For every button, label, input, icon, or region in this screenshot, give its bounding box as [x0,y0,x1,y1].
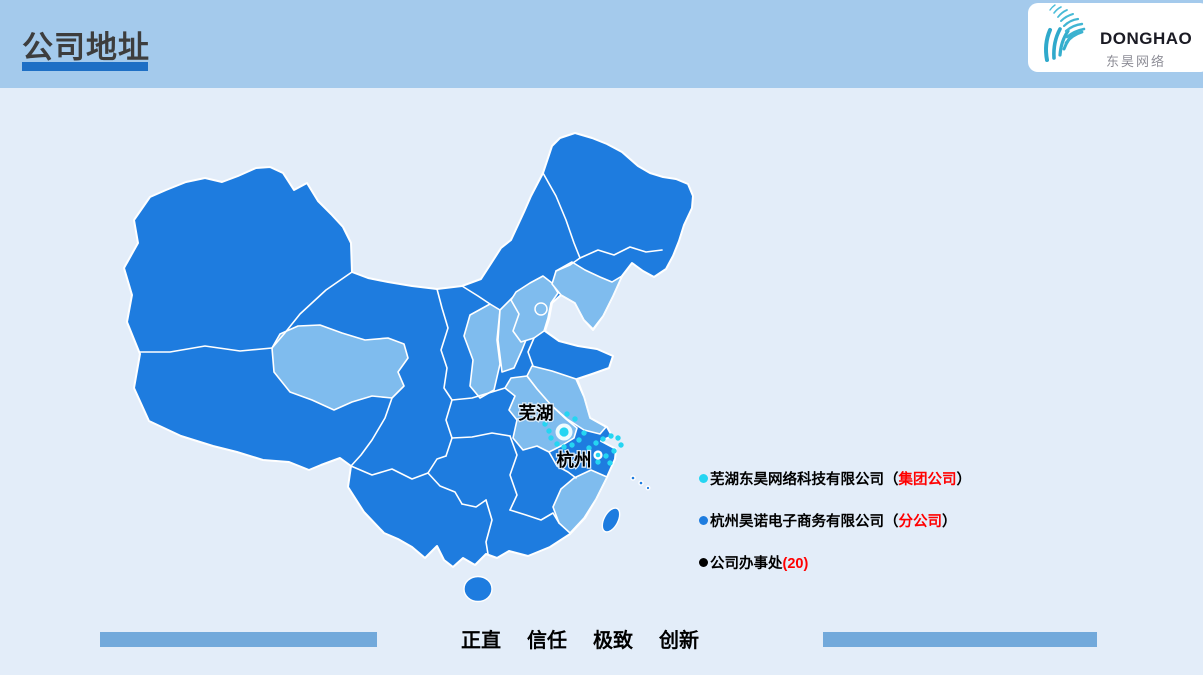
small-island [630,475,636,481]
office-dot [576,437,582,443]
office-dot [615,435,621,441]
logo-name: DONGHAO [1100,29,1193,48]
office-dot [618,442,624,448]
province-layer [133,172,663,555]
header-bar: 公司地址 DONGHAO 东昊网络 [0,0,1203,88]
office-dot [593,440,599,446]
legend-bullet-cyan [699,474,708,483]
office-dot [569,442,575,448]
office-dot [600,436,606,442]
office-dots [542,411,624,466]
city-label: 杭州 [557,450,592,470]
office-dot [561,444,567,450]
office-dot [564,411,570,417]
province-shaanxi [463,303,501,399]
office-dot [542,421,548,427]
company-logo: DONGHAO 东昊网络 [1028,3,1203,72]
footer-right-bar [823,632,1097,647]
city-marker: 芜湖 [517,402,573,441]
city-label: 芜湖 [519,403,554,423]
legend-label: 公司办事处(20) [710,556,809,572]
island-hainan [463,575,493,603]
office-dot [607,460,613,466]
legend-bullet-blue [699,516,708,525]
title-underline [22,62,148,71]
map-legend: 芜湖东昊网络科技有限公司（集团公司） 杭州昊诺电子商务有限公司（分公司） 公司办… [699,468,971,594]
legend-item-offices: 公司办事处(20) [699,552,971,573]
office-dot [548,435,554,441]
china-outline [123,132,694,568]
small-island [645,485,651,491]
island-taiwan [601,507,621,533]
province-beijing [534,302,548,316]
office-dot [554,441,560,447]
office-dot [572,416,578,422]
legend-label: 芜湖东昊网络科技有限公司（集团公司） [710,472,971,488]
office-dot [586,445,592,451]
office-dot [611,448,617,454]
office-dot [608,433,614,439]
company-motto: 正直 信任 极致 创新 [461,630,699,652]
office-dot [581,430,587,436]
province-fujian [552,469,608,534]
logo-subtitle: 东昊网络 [1106,54,1167,69]
page-title: 公司地址 [22,30,150,65]
legend-bullet-black [699,558,708,567]
office-dot [595,459,601,465]
city-marker: 杭州 [555,449,603,471]
small-island [638,480,644,486]
footer-left-bar [100,632,377,647]
office-dot [546,428,552,434]
office-dot [603,453,609,459]
legend-item-branch-company: 杭州昊诺电子商务有限公司（分公司） [699,510,971,531]
province-qinghai [271,324,409,411]
feather-logo-icon [1044,4,1086,62]
legend-label: 杭州昊诺电子商务有限公司（分公司） [710,514,957,530]
legend-item-group-company: 芜湖东昊网络科技有限公司（集团公司） [699,468,971,489]
